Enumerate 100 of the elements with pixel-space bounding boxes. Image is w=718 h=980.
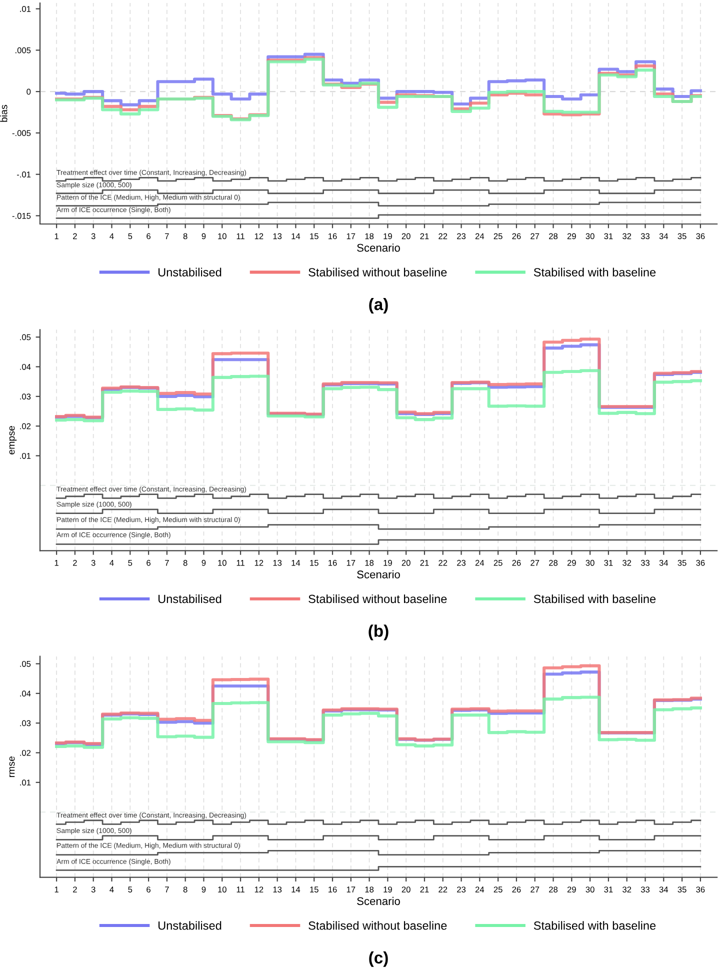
x-tick-label: 17	[346, 233, 356, 240]
x-tick-label: 5	[128, 560, 132, 566]
x-tick-label: 25	[494, 233, 502, 240]
x-tick-label: 10	[218, 886, 226, 892]
x-tick-label: 23	[457, 233, 466, 240]
x-tick-label: 35	[678, 560, 686, 566]
x-tick-label: 27	[530, 886, 540, 892]
x-tick-label: 19	[384, 886, 392, 892]
x-tick-label: 11	[236, 233, 244, 240]
x-tick-label: 9	[202, 886, 206, 892]
x-tick-label: 33	[640, 560, 650, 566]
x-tick-label: 14	[292, 233, 300, 240]
x-tick-label: 31	[604, 886, 613, 892]
x-tick-label: 16	[328, 233, 337, 240]
x-tick-label: 12	[254, 233, 264, 240]
text: (b)	[368, 624, 388, 640]
x-tick-label: 17	[346, 886, 356, 892]
x-tick-label: 36	[696, 886, 705, 892]
x-tick-label: 1	[54, 886, 58, 892]
x-tick-label: 21	[420, 886, 429, 892]
x-tick-label: 24	[475, 560, 484, 566]
legend-label: Stabilised with baseline	[534, 268, 656, 276]
x-tick-label: 3	[91, 233, 96, 240]
x-tick-label: 18	[365, 886, 374, 892]
x-tick-label: 14	[292, 560, 300, 566]
x-tick-label: 17	[346, 560, 356, 566]
x-tick-label: 15	[310, 560, 318, 566]
text: (a)	[369, 298, 388, 314]
x-tick-label: 11	[236, 560, 244, 566]
x-tick-label: 26	[512, 886, 521, 892]
legend-label: Stabilised with baseline	[534, 921, 656, 930]
x-tick-label: 1	[54, 560, 58, 566]
x-tick-label: 10	[218, 560, 226, 566]
x-tick-label: 10	[218, 233, 226, 240]
y-tick-label: .01	[20, 452, 31, 459]
x-tick-label: 4	[110, 560, 114, 566]
x-tick-label: 14	[292, 886, 300, 892]
x-tick-label: 19	[384, 233, 392, 240]
x-tick-label: 12	[254, 560, 264, 566]
x-tick-label: 33	[640, 886, 650, 892]
x-tick-label: 31	[604, 233, 613, 240]
x-tick-label: 18	[365, 560, 374, 566]
x-tick-label: 20	[402, 233, 410, 240]
y-tick-label: .005	[16, 47, 31, 54]
x-tick-label: 35	[678, 886, 686, 892]
x-tick-label: 3	[91, 886, 96, 892]
x-tick-label: 34	[659, 886, 668, 892]
legend-label: Stabilised without baseline	[308, 594, 447, 604]
x-tick-label: 30	[586, 560, 594, 566]
x-tick-label: 13	[273, 886, 282, 892]
y-tick-label: .02	[20, 423, 31, 430]
y-tick-label: .05	[20, 334, 31, 340]
y-tick-label: .03	[20, 394, 31, 400]
x-tick-label: 32	[622, 233, 632, 240]
x-tick-label: 22	[438, 233, 448, 240]
x-tick-label: 21	[420, 560, 429, 566]
x-tick-label: 13	[273, 233, 282, 240]
y-tick-label: .04	[20, 690, 31, 697]
y-tick-label: .01	[20, 780, 31, 786]
x-tick-label: 28	[549, 886, 558, 892]
x-tick-label: 5	[128, 886, 132, 892]
x-axis-title: Scenario	[357, 244, 400, 252]
x-tick-label: 2	[73, 886, 77, 892]
x-tick-label: 30	[586, 886, 594, 892]
x-tick-label: 8	[183, 233, 188, 240]
x-tick-label: 6	[146, 886, 150, 892]
y-axis-title: bias	[0, 104, 8, 122]
y-tick-label: -.005	[12, 130, 31, 136]
x-tick-label: 6	[146, 560, 150, 566]
x-tick-label: 22	[438, 886, 448, 892]
x-tick-label: 3	[91, 560, 96, 566]
x-tick-label: 34	[659, 233, 668, 240]
y-axis-title: empse	[9, 426, 17, 454]
x-tick-label: 31	[604, 560, 613, 566]
x-tick-label: 29	[567, 233, 576, 240]
x-tick-label: 36	[696, 560, 705, 566]
x-tick-label: 27	[530, 560, 540, 566]
x-tick-label: 35	[678, 233, 686, 240]
x-tick-label: 6	[146, 233, 150, 240]
legend-label: Unstabilised	[158, 921, 222, 930]
x-tick-label: 9	[202, 233, 206, 240]
text: (c)	[369, 951, 388, 967]
y-tick-label: 0	[26, 88, 31, 95]
x-tick-label: 7	[165, 560, 169, 566]
x-tick-label: 2	[73, 560, 77, 566]
x-tick-label: 33	[640, 233, 650, 240]
y-tick-label: .03	[20, 720, 31, 726]
x-tick-label: 29	[567, 886, 576, 892]
legend-label: Stabilised with baseline	[534, 594, 656, 604]
x-tick-label: 26	[512, 560, 521, 566]
x-tick-label: 25	[494, 560, 502, 566]
x-tick-label: 28	[549, 233, 558, 240]
x-tick-label: 23	[457, 886, 466, 892]
x-tick-label: 8	[183, 560, 188, 566]
y-tick-label: -.01	[16, 172, 31, 178]
x-tick-label: 4	[110, 233, 114, 240]
x-tick-label: 30	[586, 233, 594, 240]
x-tick-label: 9	[202, 560, 206, 566]
y-tick-label: .02	[20, 750, 31, 756]
x-tick-label: 13	[273, 560, 282, 566]
